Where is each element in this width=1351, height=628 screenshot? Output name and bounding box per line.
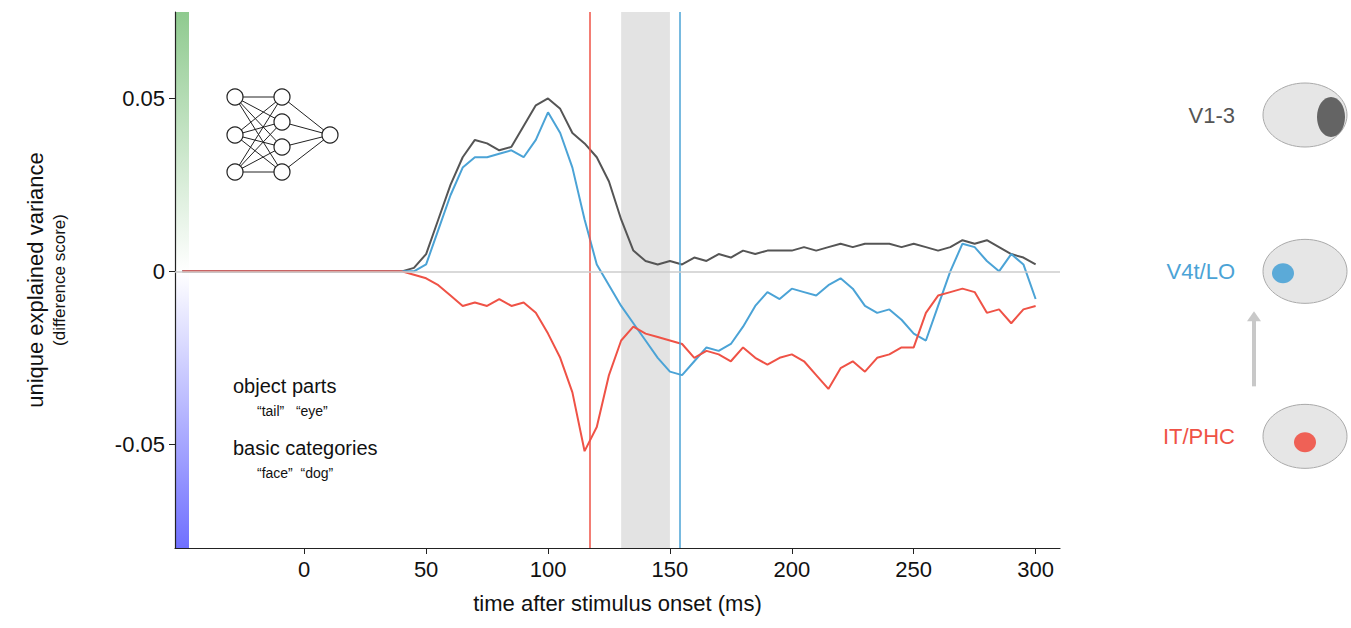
- svg-text:250: 250: [895, 557, 932, 582]
- svg-text:300: 300: [1017, 557, 1054, 582]
- svg-text:time after stimulus onset (ms): time after stimulus onset (ms): [473, 591, 762, 616]
- svg-text:object parts: object parts: [233, 375, 336, 397]
- svg-text:IT/PHC: IT/PHC: [1163, 424, 1235, 449]
- svg-text:0.05: 0.05: [122, 86, 165, 111]
- svg-text:0: 0: [298, 557, 310, 582]
- svg-text:“face” “dog”: “face” “dog”: [257, 465, 334, 481]
- svg-text:150: 150: [652, 557, 689, 582]
- svg-text:V4t/LO: V4t/LO: [1167, 259, 1235, 284]
- svg-text:200: 200: [773, 557, 810, 582]
- svg-text:unique explained variance: unique explained variance: [23, 152, 48, 408]
- svg-text:V1-3: V1-3: [1189, 103, 1235, 128]
- svg-text:basic categories: basic categories: [233, 437, 378, 459]
- svg-text:100: 100: [530, 557, 567, 582]
- svg-text:(difference score): (difference score): [50, 214, 69, 346]
- svg-text:“tail” “eye”: “tail” “eye”: [257, 403, 328, 419]
- svg-text:50: 50: [414, 557, 438, 582]
- svg-text:0: 0: [153, 259, 165, 284]
- svg-text:-0.05: -0.05: [115, 432, 165, 457]
